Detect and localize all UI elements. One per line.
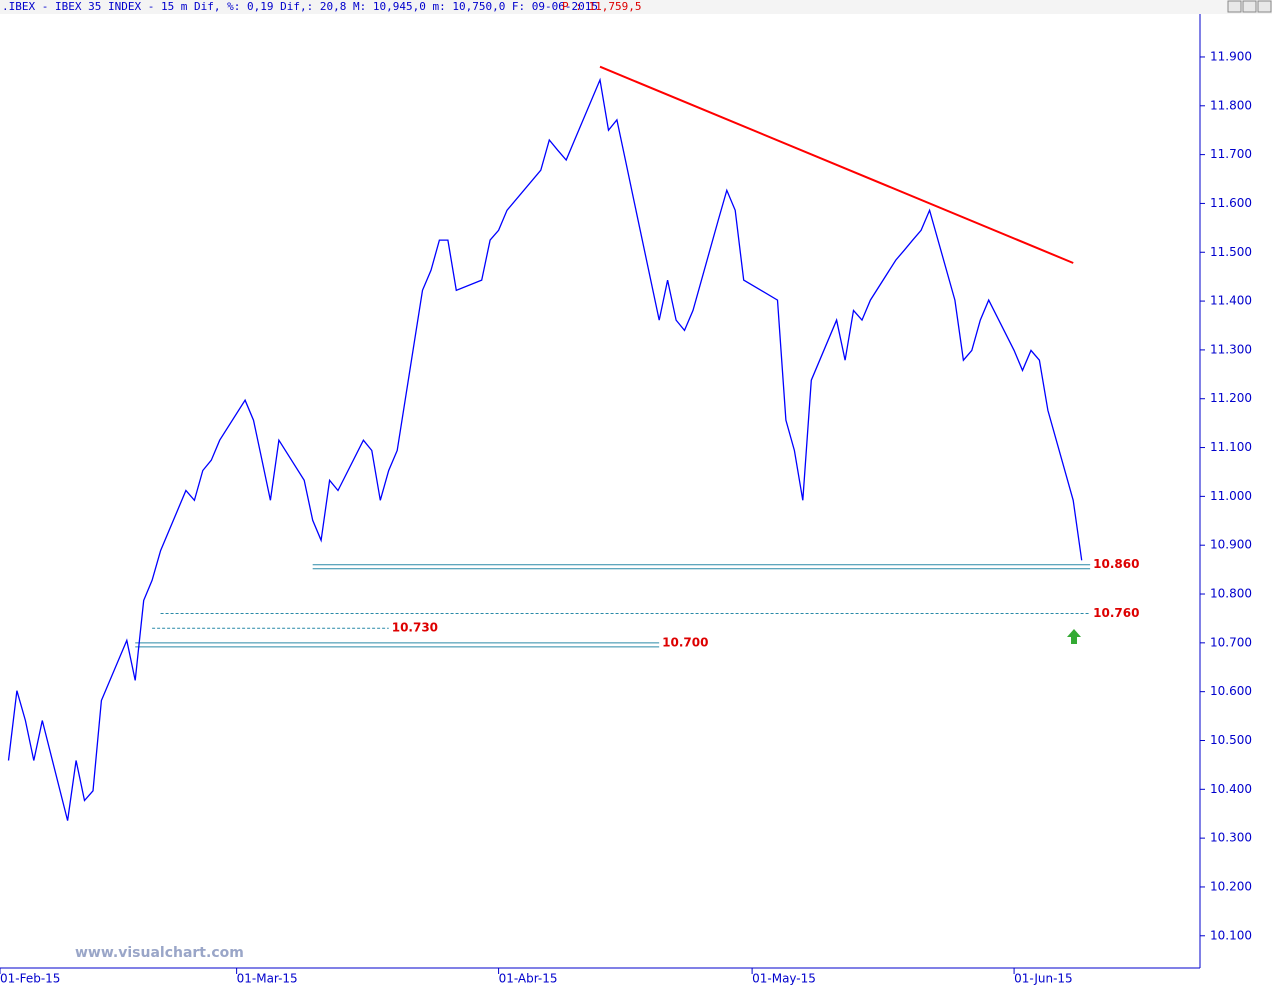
y-tick-label: 11.300 [1210, 342, 1252, 356]
x-tick-label: 01-Jun-15 [1014, 972, 1073, 986]
x-tick-label: 01-Feb-15 [0, 972, 60, 986]
header-price: P : 11,759,5 [562, 0, 641, 13]
price-line [7, 77, 1083, 821]
y-tick-label: 10.900 [1210, 538, 1252, 552]
y-tick-label: 10.100 [1210, 928, 1252, 942]
y-tick-label: 11.700 [1210, 147, 1252, 161]
level-label: 10.760 [1093, 606, 1139, 620]
level-label: 10.730 [392, 621, 438, 635]
y-tick-label: 11.900 [1210, 49, 1252, 63]
level-label: 10.700 [662, 635, 708, 649]
x-tick-label: 01-Mar-15 [237, 972, 298, 986]
x-tick-label: 01-Abr-15 [499, 972, 558, 986]
window-buttons[interactable] [1227, 0, 1272, 13]
y-tick-label: 11.200 [1210, 391, 1252, 405]
header: .IBEX - IBEX 35 INDEX - 15 m Dif, %: 0,1… [2, 0, 598, 13]
y-tick-label: 10.700 [1210, 635, 1252, 649]
y-tick-label: 10.200 [1210, 879, 1252, 893]
close-button[interactable] [1257, 0, 1272, 13]
y-tick-label: 11.400 [1210, 294, 1252, 308]
x-tick-label: 01-May-15 [752, 972, 816, 986]
y-tick-label: 11.800 [1210, 98, 1252, 112]
y-tick-label: 10.400 [1210, 782, 1252, 796]
y-tick-label: 11.000 [1210, 489, 1252, 503]
watermark: www.visualchart.com [75, 945, 244, 961]
y-tick-label: 11.500 [1210, 245, 1252, 259]
y-tick-label: 11.600 [1210, 196, 1252, 210]
maximize-button[interactable] [1242, 0, 1257, 13]
up-arrow [1067, 629, 1081, 644]
y-tick-label: 10.300 [1210, 831, 1252, 845]
header-bar [0, 0, 1272, 14]
y-tick-label: 11.100 [1210, 440, 1252, 454]
level-label: 10.860 [1093, 557, 1139, 571]
y-tick-label: 10.600 [1210, 684, 1252, 698]
minimize-button[interactable] [1227, 0, 1242, 13]
trendline [599, 65, 1074, 264]
y-tick-label: 10.800 [1210, 587, 1252, 601]
y-tick-label: 10.500 [1210, 733, 1252, 747]
